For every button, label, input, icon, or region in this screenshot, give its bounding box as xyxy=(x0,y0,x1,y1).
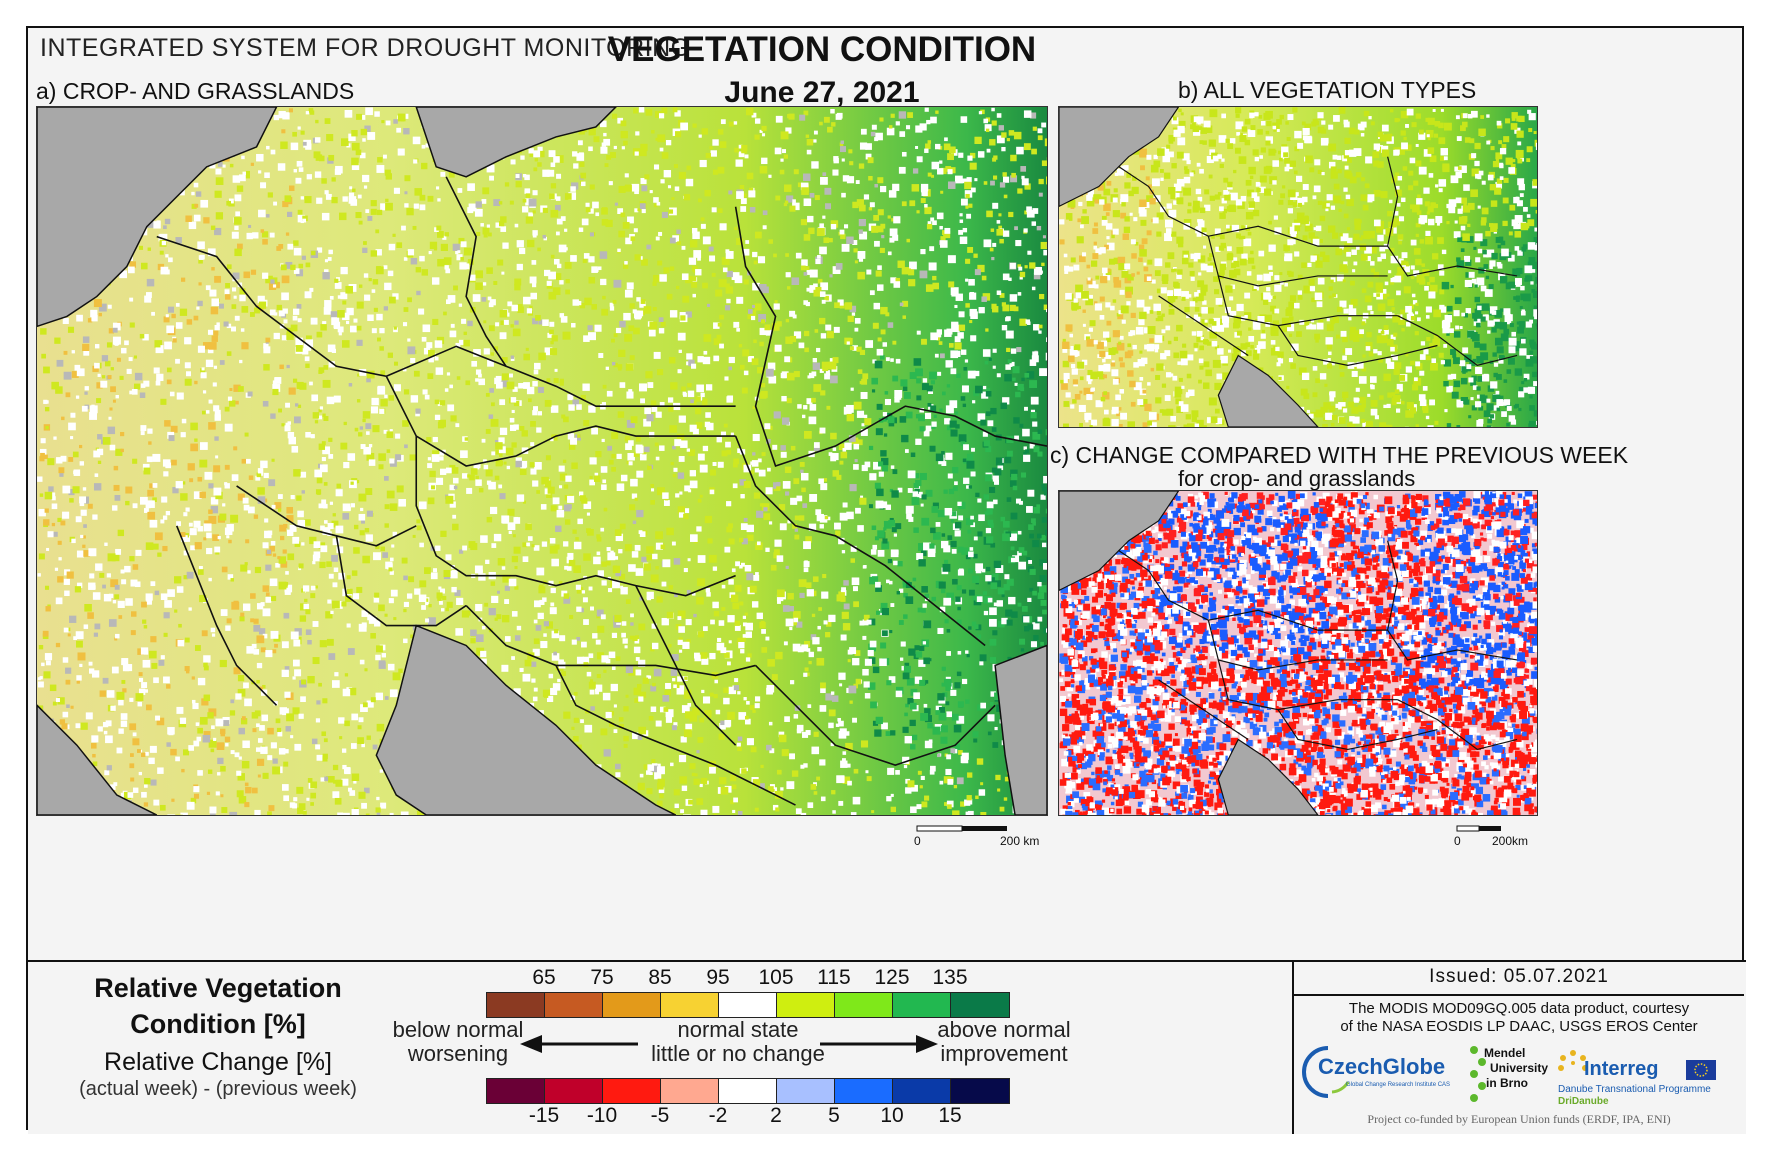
rc-tick-label: 15 xyxy=(938,1104,962,1127)
panel-a-label: a) CROP- AND GRASSLANDS xyxy=(36,78,355,104)
below-normal-text: below normal worsening xyxy=(388,1018,528,1066)
rvc-swatch xyxy=(545,993,603,1017)
panel-c-label: c) CHANGE COMPARED WITH THE PREVIOUS WEE… xyxy=(1050,442,1629,468)
legend-area: Relative Vegetation Condition [%] Relati… xyxy=(28,960,1746,1134)
mendel-line-2: University xyxy=(1490,1061,1549,1075)
scalebar-main-zero: 0 xyxy=(914,834,921,848)
rc-swatch xyxy=(835,1079,893,1103)
credit-line-1: The MODIS MOD09GQ.005 data product, cour… xyxy=(1348,1000,1690,1017)
rvc-swatch xyxy=(719,993,777,1017)
panel-c-sublabel: for crop- and grasslands xyxy=(1178,466,1416,491)
rvc-tick-label: 115 xyxy=(817,966,851,989)
rvc-tick-label: 85 xyxy=(648,966,672,989)
rc-swatch xyxy=(893,1079,951,1103)
credit-line-2: of the NASA EOSDIS LP DAAC, USGS EROS Ce… xyxy=(1340,1018,1698,1035)
rc-swatch xyxy=(777,1079,835,1103)
center-text-2: little or no change xyxy=(651,1041,825,1066)
rc-swatch xyxy=(545,1079,603,1103)
rvc-tick-label: 65 xyxy=(532,966,556,989)
map-c-canvas xyxy=(1059,491,1537,815)
issued-date: Issued: 05.07.2021 xyxy=(1294,962,1744,996)
rvc-swatch xyxy=(835,993,893,1017)
eu-flag-icon xyxy=(1686,1060,1716,1080)
map-crop-grasslands xyxy=(36,106,1048,816)
rc-swatch xyxy=(719,1079,777,1103)
rvc-swatch xyxy=(777,993,835,1017)
rc-legend-subtitle: (actual week) - (previous week) xyxy=(79,1078,357,1100)
system-name: INTEGRATED SYSTEM FOR DROUGHT MONITORING xyxy=(40,34,691,62)
mendel-line-3: in Brno xyxy=(1486,1076,1528,1090)
interreg-subtitle: Danube Transnational Programme xyxy=(1558,1084,1711,1095)
scalebar-small-graphic xyxy=(1456,825,1501,832)
right-text-2: improvement xyxy=(940,1041,1068,1066)
right-arrow-icon xyxy=(820,1035,938,1053)
date-text: June 27, 2021 xyxy=(724,76,920,109)
interreg-name: Interreg xyxy=(1584,1058,1659,1080)
info-panel: Issued: 05.07.2021 The MODIS MOD09GQ.005… xyxy=(1292,962,1744,1134)
rvc-color-scale xyxy=(486,992,1010,1018)
rvc-legend-title: Relative Vegetation Condition [%] xyxy=(88,970,348,1042)
map-weekly-change xyxy=(1058,490,1538,816)
map-sheet: INTEGRATED SYSTEM FOR DROUGHT MONITORING… xyxy=(26,26,1746,1134)
rc-tick-label: -2 xyxy=(708,1104,728,1127)
data-credit: The MODIS MOD09GQ.005 data product, cour… xyxy=(1294,1000,1744,1036)
rvc-swatch xyxy=(893,993,951,1017)
right-text-1: above normal xyxy=(937,1017,1071,1042)
center-text-1: normal state xyxy=(677,1017,799,1042)
rvc-swatch xyxy=(661,993,719,1017)
cofunded-note: Project co-funded by European Union fund… xyxy=(1367,1112,1671,1126)
rc-tick-label: -10 xyxy=(586,1104,618,1127)
scalebar-main-graphic xyxy=(916,825,1007,832)
rvc-tick-label: 135 xyxy=(932,966,968,989)
rc-tick-labels: -15 -10 -5 -2 2 5 10 15 xyxy=(486,1104,1016,1132)
rc-tick-label: -15 xyxy=(528,1104,560,1127)
czechglobe-logo-icon xyxy=(1302,1046,1350,1098)
scalebar-main: 0 200 km xyxy=(908,824,1048,848)
rvc-title-line2: Condition [%] xyxy=(130,1009,306,1039)
mendel-logo-icon xyxy=(1470,1046,1486,1102)
rc-swatch xyxy=(603,1079,661,1103)
czechglobe-name: CzechGlobe xyxy=(1318,1054,1446,1079)
rc-swatch xyxy=(951,1079,1009,1103)
above-normal-text: above normal improvement xyxy=(934,1018,1074,1066)
rvc-tick-label: 75 xyxy=(590,966,614,989)
rvc-swatch xyxy=(487,993,545,1017)
map-all-vegetation xyxy=(1058,106,1538,428)
rvc-swatch xyxy=(951,993,1009,1017)
rc-legend-title: Relative Change [%] xyxy=(104,1048,332,1076)
scalebar-small-zero: 0 xyxy=(1454,834,1461,848)
rc-tick-label: 2 xyxy=(770,1104,782,1127)
mendel-university-name: Mendel University in Brno xyxy=(1484,1046,1548,1091)
scalebar-main-end: 200 km xyxy=(1000,834,1040,848)
mendel-line-1: Mendel xyxy=(1484,1046,1526,1060)
scalebar-small-end: 200km xyxy=(1492,834,1529,848)
czechglobe-subtitle: Global Change Research Institute CAS xyxy=(1346,1082,1451,1088)
left-text-1: below normal xyxy=(392,1017,524,1042)
dridanube-name: DriDanube xyxy=(1558,1096,1609,1107)
rvc-tick-label: 95 xyxy=(706,966,730,989)
left-text-2: worsening xyxy=(407,1041,509,1066)
rc-swatch xyxy=(661,1079,719,1103)
rc-tick-label: -5 xyxy=(650,1104,670,1127)
rc-tick-label: 5 xyxy=(828,1104,840,1127)
rvc-tick-label: 125 xyxy=(874,966,910,989)
rc-swatch xyxy=(487,1079,545,1103)
map-b-canvas xyxy=(1059,107,1537,427)
normal-state-text: normal state little or no change xyxy=(638,1018,838,1066)
rc-color-scale xyxy=(486,1078,1010,1104)
rvc-swatch xyxy=(603,993,661,1017)
rc-tick-label: 10 xyxy=(880,1104,904,1127)
interreg-logo-icon xyxy=(1558,1050,1588,1071)
rvc-tick-label: 105 xyxy=(758,966,794,989)
left-arrow-icon xyxy=(520,1035,638,1053)
scalebar-small: 0 200km xyxy=(1448,824,1548,848)
rvc-tick-labels: 65 75 85 95 105 115 125 135 xyxy=(486,966,1016,994)
rvc-title-line1: Relative Vegetation xyxy=(94,973,342,1003)
panel-b-label: b) ALL VEGETATION TYPES xyxy=(1178,77,1477,103)
map-date: June 27, 2021 xyxy=(28,76,1746,110)
map-a-canvas xyxy=(37,107,1047,815)
